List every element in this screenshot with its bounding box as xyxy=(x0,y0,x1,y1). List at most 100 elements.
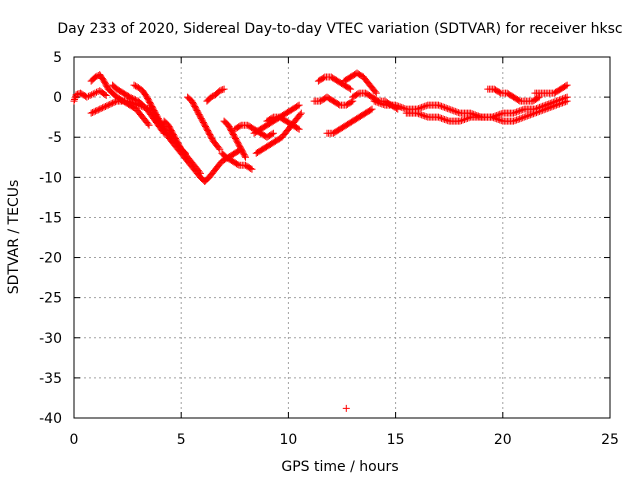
data-point xyxy=(450,107,458,115)
data-point xyxy=(89,108,97,116)
data-point xyxy=(422,102,430,110)
grid xyxy=(74,57,610,418)
data-point xyxy=(126,93,134,101)
data-point xyxy=(399,104,407,112)
data-point xyxy=(514,115,522,123)
x-tick-label: 5 xyxy=(177,432,186,448)
data-point xyxy=(268,114,276,122)
data-point xyxy=(101,91,109,99)
data-point xyxy=(419,103,427,111)
data-point xyxy=(465,114,473,122)
data-point xyxy=(370,97,378,105)
axis-tick-labels: 0 5 10 15 20 25 5 0 -5 -10 -15 -20 -25 -30 -35 -40 xyxy=(39,50,619,448)
data-point xyxy=(101,102,109,110)
data-point xyxy=(514,107,522,115)
data-point xyxy=(335,100,343,108)
data-point xyxy=(96,105,104,113)
data-point xyxy=(462,115,470,123)
data-point xyxy=(97,104,105,112)
data-point xyxy=(88,91,96,99)
data-point xyxy=(563,81,571,89)
data-point xyxy=(83,93,91,101)
data-point xyxy=(320,74,328,82)
data-point xyxy=(532,109,540,117)
data-point xyxy=(560,98,568,106)
data-point xyxy=(131,96,139,104)
data-point xyxy=(529,110,537,118)
data-point xyxy=(131,82,139,90)
data-point xyxy=(513,116,521,124)
data-point xyxy=(111,98,119,106)
data-point xyxy=(375,99,383,107)
data-point xyxy=(516,115,524,123)
data-point xyxy=(511,117,519,125)
data-point xyxy=(395,102,403,110)
data-point xyxy=(534,108,542,116)
data-point xyxy=(376,99,384,107)
data-point xyxy=(107,100,115,108)
data-point xyxy=(247,165,255,173)
data-point xyxy=(562,98,570,106)
data-point xyxy=(517,106,525,114)
data-point xyxy=(401,105,409,113)
data-point xyxy=(294,102,302,110)
data-point xyxy=(448,106,456,114)
data-point xyxy=(368,105,376,113)
data-point xyxy=(520,113,528,121)
data-point xyxy=(296,110,304,118)
data-point xyxy=(91,89,99,97)
data-point xyxy=(144,120,152,128)
data-point xyxy=(494,115,502,123)
y-tick-label: -20 xyxy=(39,251,62,267)
data-point xyxy=(434,101,442,109)
data-point xyxy=(216,145,224,153)
data-point xyxy=(129,94,137,102)
y-tick-label: 5 xyxy=(53,50,62,66)
data-point xyxy=(87,109,95,117)
data-point xyxy=(371,88,379,96)
data-point xyxy=(422,113,430,121)
data-point xyxy=(367,106,375,114)
data-point xyxy=(444,117,452,125)
data-point xyxy=(519,106,527,114)
x-axis-label: GPS time / hours xyxy=(281,459,398,475)
data-point xyxy=(438,114,446,122)
data-point xyxy=(415,110,423,118)
data-point xyxy=(537,107,545,115)
data-point xyxy=(241,152,249,160)
data-point xyxy=(453,108,461,116)
data-point xyxy=(372,89,380,97)
data-point xyxy=(418,111,426,119)
data-point xyxy=(441,115,449,123)
data-point xyxy=(442,104,450,112)
plot-frame xyxy=(73,56,611,419)
data-point xyxy=(84,92,92,100)
data-point xyxy=(109,99,117,107)
data-point xyxy=(495,88,503,96)
data-point xyxy=(216,87,224,95)
data-point xyxy=(207,93,215,101)
data-point xyxy=(545,104,553,112)
data-point xyxy=(563,97,571,105)
data-point xyxy=(373,98,381,106)
chart-title: Day 233 of 2020, Sidereal Day-to-day VTE… xyxy=(57,21,622,37)
data-point xyxy=(110,98,118,106)
data-point xyxy=(510,117,518,125)
data-point xyxy=(510,109,518,117)
data-point xyxy=(219,86,227,94)
data-point xyxy=(248,165,256,173)
data-point xyxy=(345,84,353,92)
data-point xyxy=(91,73,99,81)
data-point xyxy=(125,98,133,106)
data-point xyxy=(72,91,80,99)
data-point xyxy=(456,117,464,125)
data-point xyxy=(454,109,462,117)
x-tick-label: 10 xyxy=(279,432,297,448)
y-tick-label: -35 xyxy=(39,371,62,387)
y-tick-label: -30 xyxy=(39,331,62,347)
y-tick-label: -25 xyxy=(39,291,62,307)
data-point xyxy=(523,112,531,120)
data-point xyxy=(70,97,78,105)
data-point xyxy=(540,106,548,114)
